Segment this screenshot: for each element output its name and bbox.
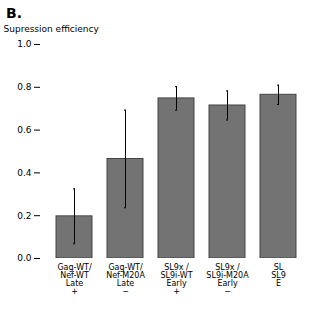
- svg-text:0.4: 0.4: [17, 168, 32, 178]
- svg-text:SL9x /SL9i-WTEarly+: SL9x /SL9i-WTEarly+: [160, 263, 192, 296]
- svg-text:Supression efficiency: Supression efficiency: [4, 24, 100, 34]
- svg-text:0.6: 0.6: [17, 125, 32, 135]
- html-text:B.: B.: [6, 5, 22, 21]
- svg-text:0.0: 0.0: [17, 253, 32, 263]
- svg-text:SLSL9E: SLSL9E: [271, 263, 286, 288]
- svg-text:1.0: 1.0: [17, 39, 32, 49]
- svg-text:Gag-WT/Nef-WTLate+: Gag-WT/Nef-WTLate+: [57, 263, 92, 296]
- svg-text:0.2: 0.2: [17, 211, 31, 221]
- svg-text:0.8: 0.8: [17, 82, 32, 92]
- svg-text:Gag-WT/Nef-M20ALate−: Gag-WT/Nef-M20ALate−: [106, 263, 145, 296]
- svg-text:SL9x /SL9i-M20AEarly−: SL9x /SL9i-M20AEarly−: [206, 263, 249, 296]
